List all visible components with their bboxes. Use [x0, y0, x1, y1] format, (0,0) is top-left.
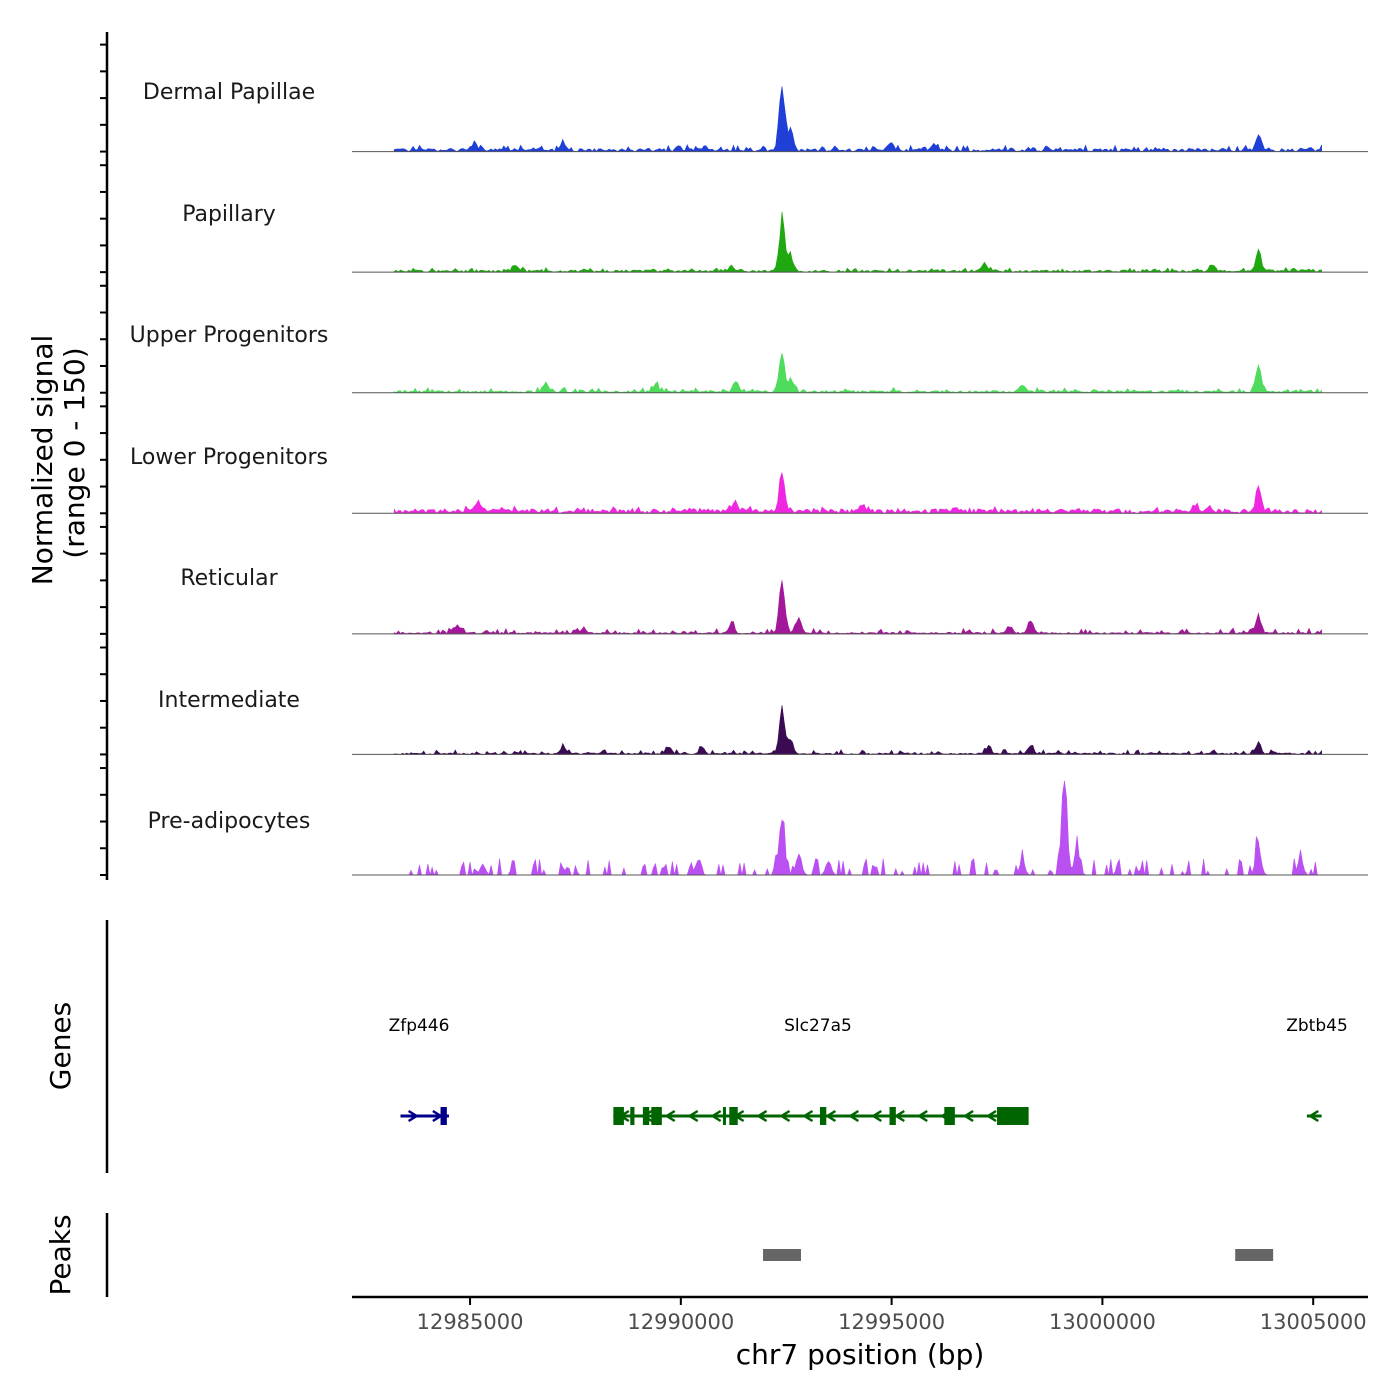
strand-arrow-slc27a5	[1008, 1109, 1020, 1123]
strand-arrow-slc27a5	[893, 1109, 905, 1123]
exon-slc27a5	[651, 1107, 662, 1125]
x-tick-label: 13000000	[1049, 1310, 1156, 1334]
coverage-area-upper-progenitors	[393, 353, 1322, 394]
x-axis-title: chr7 position (bp)	[736, 1338, 985, 1371]
strand-arrow-slc27a5	[962, 1109, 974, 1123]
strand-arrow-slc27a5	[779, 1109, 791, 1123]
track-label-papillary: Papillary	[182, 202, 276, 227]
strand-arrow-slc27a5	[870, 1109, 882, 1123]
x-axis-ticks: 12985000 12990000 12995000 13000000 13005000	[417, 1297, 1367, 1334]
strand-arrow-slc27a5	[756, 1109, 768, 1123]
gene-label-zbtb45: Zbtb45	[1286, 1016, 1348, 1036]
strand-arrow-zfp446	[407, 1109, 419, 1123]
track-label-pre-adipocytes: Pre-adipocytes	[148, 809, 311, 834]
x-tick-label: 12985000	[417, 1310, 524, 1334]
x-tick-label: 13005000	[1260, 1310, 1367, 1334]
peak-region	[763, 1249, 801, 1261]
peak-region	[1235, 1249, 1274, 1261]
strand-arrow-slc27a5	[710, 1109, 722, 1123]
exon-slc27a5	[944, 1107, 955, 1125]
coverage-area-papillary	[393, 211, 1322, 273]
gene-label-zfp446: Zfp446	[389, 1016, 450, 1036]
strand-arrow-slc27a5	[641, 1109, 653, 1123]
strand-arrow-slc27a5	[985, 1109, 997, 1123]
coverage-y-ticks	[100, 43, 107, 876]
track-label-lower-progenitors: Lower Progenitors	[130, 445, 328, 470]
strand-arrow-slc27a5	[802, 1109, 814, 1123]
peak-regions	[763, 1249, 1274, 1261]
coverage-area-intermediate	[393, 705, 1322, 755]
coverage-area-pre-adipocytes	[394, 780, 1322, 877]
exon-slc27a5	[630, 1107, 635, 1125]
coverage-tracks	[352, 86, 1368, 877]
strand-arrow-slc27a5	[825, 1109, 837, 1123]
exon-slc27a5	[819, 1107, 827, 1125]
track-label-upper-progenitors: Upper Progenitors	[130, 323, 329, 348]
strand-arrow-slc27a5	[664, 1109, 676, 1123]
genes-track-title: Genes	[44, 1002, 77, 1090]
track-label-reticular: Reticular	[180, 566, 278, 591]
strand-arrow-slc27a5	[687, 1109, 699, 1123]
coverage-area-lower-progenitors	[393, 472, 1322, 514]
strand-arrow-slc27a5	[848, 1109, 860, 1123]
strand-arrow-slc27a5	[733, 1109, 745, 1123]
gene-label-slc27a5: Slc27a5	[784, 1016, 852, 1036]
track-label-intermediate: Intermediate	[158, 688, 300, 713]
y-axis-title-line2: (range 0 - 150)	[58, 347, 91, 558]
strand-arrow-zfp446	[432, 1109, 444, 1123]
x-tick-label: 12995000	[838, 1310, 945, 1334]
x-tick-label: 12990000	[627, 1310, 734, 1334]
coverage-area-dermal-papillae	[393, 86, 1322, 153]
y-axis-title-line1: Normalized signal	[26, 335, 59, 586]
exon-zfp446	[440, 1107, 447, 1125]
coverage-area-reticular	[393, 580, 1322, 635]
strand-arrow-slc27a5	[916, 1109, 928, 1123]
strand-arrow-slc27a5	[618, 1109, 630, 1123]
exon-slc27a5	[889, 1107, 896, 1125]
track-label-dermal-papillae: Dermal Papillae	[143, 80, 315, 105]
peaks-track-title: Peaks	[44, 1214, 77, 1295]
strand-arrow-zbtb45	[1307, 1109, 1319, 1123]
strand-arrow-slc27a5	[939, 1109, 951, 1123]
exon-slc27a5	[722, 1107, 726, 1125]
gene-models	[400, 1107, 1322, 1125]
